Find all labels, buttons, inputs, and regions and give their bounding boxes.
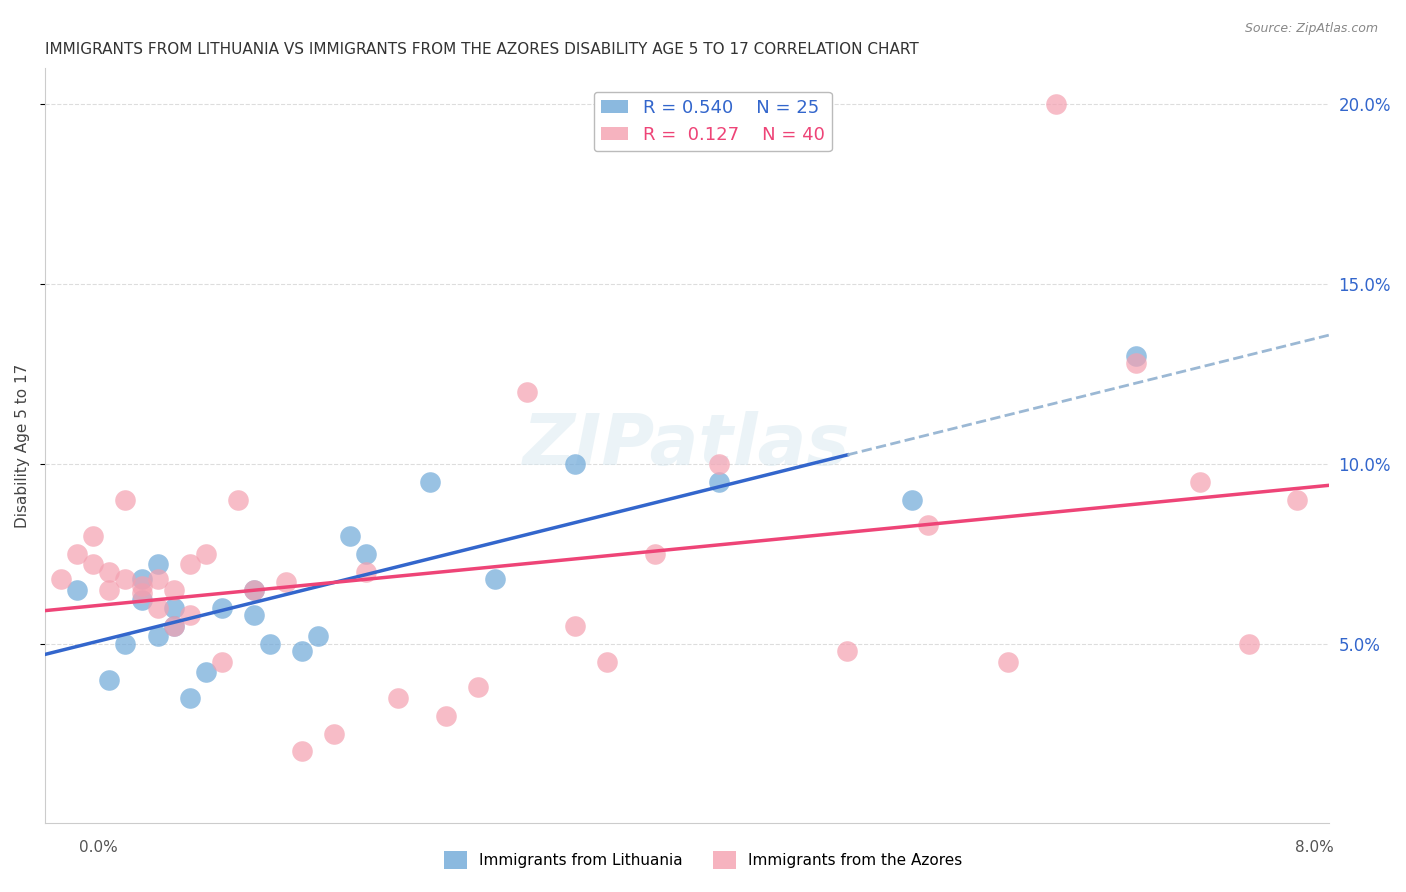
Legend: R = 0.540    N = 25, R =  0.127    N = 40: R = 0.540 N = 25, R = 0.127 N = 40 xyxy=(593,92,831,152)
Point xyxy=(98,582,121,597)
Y-axis label: Disability Age 5 to 17: Disability Age 5 to 17 xyxy=(15,363,30,528)
Point xyxy=(98,565,121,579)
Text: IMMIGRANTS FROM LITHUANIA VS IMMIGRANTS FROM THE AZORES DISABILITY AGE 5 TO 17 C: IMMIGRANTS FROM LITHUANIA VS IMMIGRANTS … xyxy=(45,42,920,57)
Text: ZIPatlas: ZIPatlas xyxy=(523,411,851,480)
Legend: Immigrants from Lithuania, Immigrants from the Azores: Immigrants from Lithuania, Immigrants fr… xyxy=(437,845,969,875)
Point xyxy=(1237,636,1260,650)
Point xyxy=(179,558,201,572)
Point xyxy=(259,636,281,650)
Point xyxy=(114,492,136,507)
Point xyxy=(243,607,266,622)
Point xyxy=(644,547,666,561)
Text: 8.0%: 8.0% xyxy=(1295,840,1334,855)
Point xyxy=(162,582,184,597)
Point xyxy=(1125,356,1147,370)
Point xyxy=(1125,349,1147,363)
Point xyxy=(243,582,266,597)
Point xyxy=(114,636,136,650)
Point xyxy=(917,517,939,532)
Point xyxy=(707,457,730,471)
Point xyxy=(596,655,619,669)
Point xyxy=(146,629,169,643)
Point xyxy=(564,618,586,632)
Point xyxy=(131,572,153,586)
Point xyxy=(179,690,201,705)
Point xyxy=(51,572,73,586)
Point xyxy=(837,644,859,658)
Point xyxy=(146,558,169,572)
Point xyxy=(274,575,297,590)
Point xyxy=(1189,475,1212,489)
Point xyxy=(467,680,489,694)
Point xyxy=(114,572,136,586)
Point xyxy=(146,572,169,586)
Text: Source: ZipAtlas.com: Source: ZipAtlas.com xyxy=(1244,22,1378,36)
Point xyxy=(291,744,314,758)
Point xyxy=(194,665,217,680)
Point xyxy=(900,492,922,507)
Point xyxy=(131,579,153,593)
Point xyxy=(323,726,346,740)
Point xyxy=(82,528,104,542)
Point xyxy=(354,547,377,561)
Point xyxy=(131,593,153,607)
Point xyxy=(307,629,329,643)
Point xyxy=(66,582,89,597)
Point xyxy=(131,586,153,600)
Point xyxy=(291,644,314,658)
Point xyxy=(82,558,104,572)
Point xyxy=(211,600,233,615)
Point xyxy=(66,547,89,561)
Point xyxy=(516,384,538,399)
Point xyxy=(419,475,441,489)
Point xyxy=(434,708,457,723)
Point xyxy=(484,572,506,586)
Point xyxy=(162,618,184,632)
Point xyxy=(387,690,409,705)
Text: 0.0%: 0.0% xyxy=(79,840,118,855)
Point xyxy=(179,607,201,622)
Point xyxy=(354,565,377,579)
Point xyxy=(1045,96,1067,111)
Point xyxy=(339,528,361,542)
Point xyxy=(707,475,730,489)
Point xyxy=(162,600,184,615)
Point xyxy=(243,582,266,597)
Point xyxy=(146,600,169,615)
Point xyxy=(194,547,217,561)
Point xyxy=(162,618,184,632)
Point xyxy=(1285,492,1308,507)
Point xyxy=(98,673,121,687)
Point xyxy=(211,655,233,669)
Point xyxy=(226,492,249,507)
Point xyxy=(997,655,1019,669)
Point xyxy=(564,457,586,471)
